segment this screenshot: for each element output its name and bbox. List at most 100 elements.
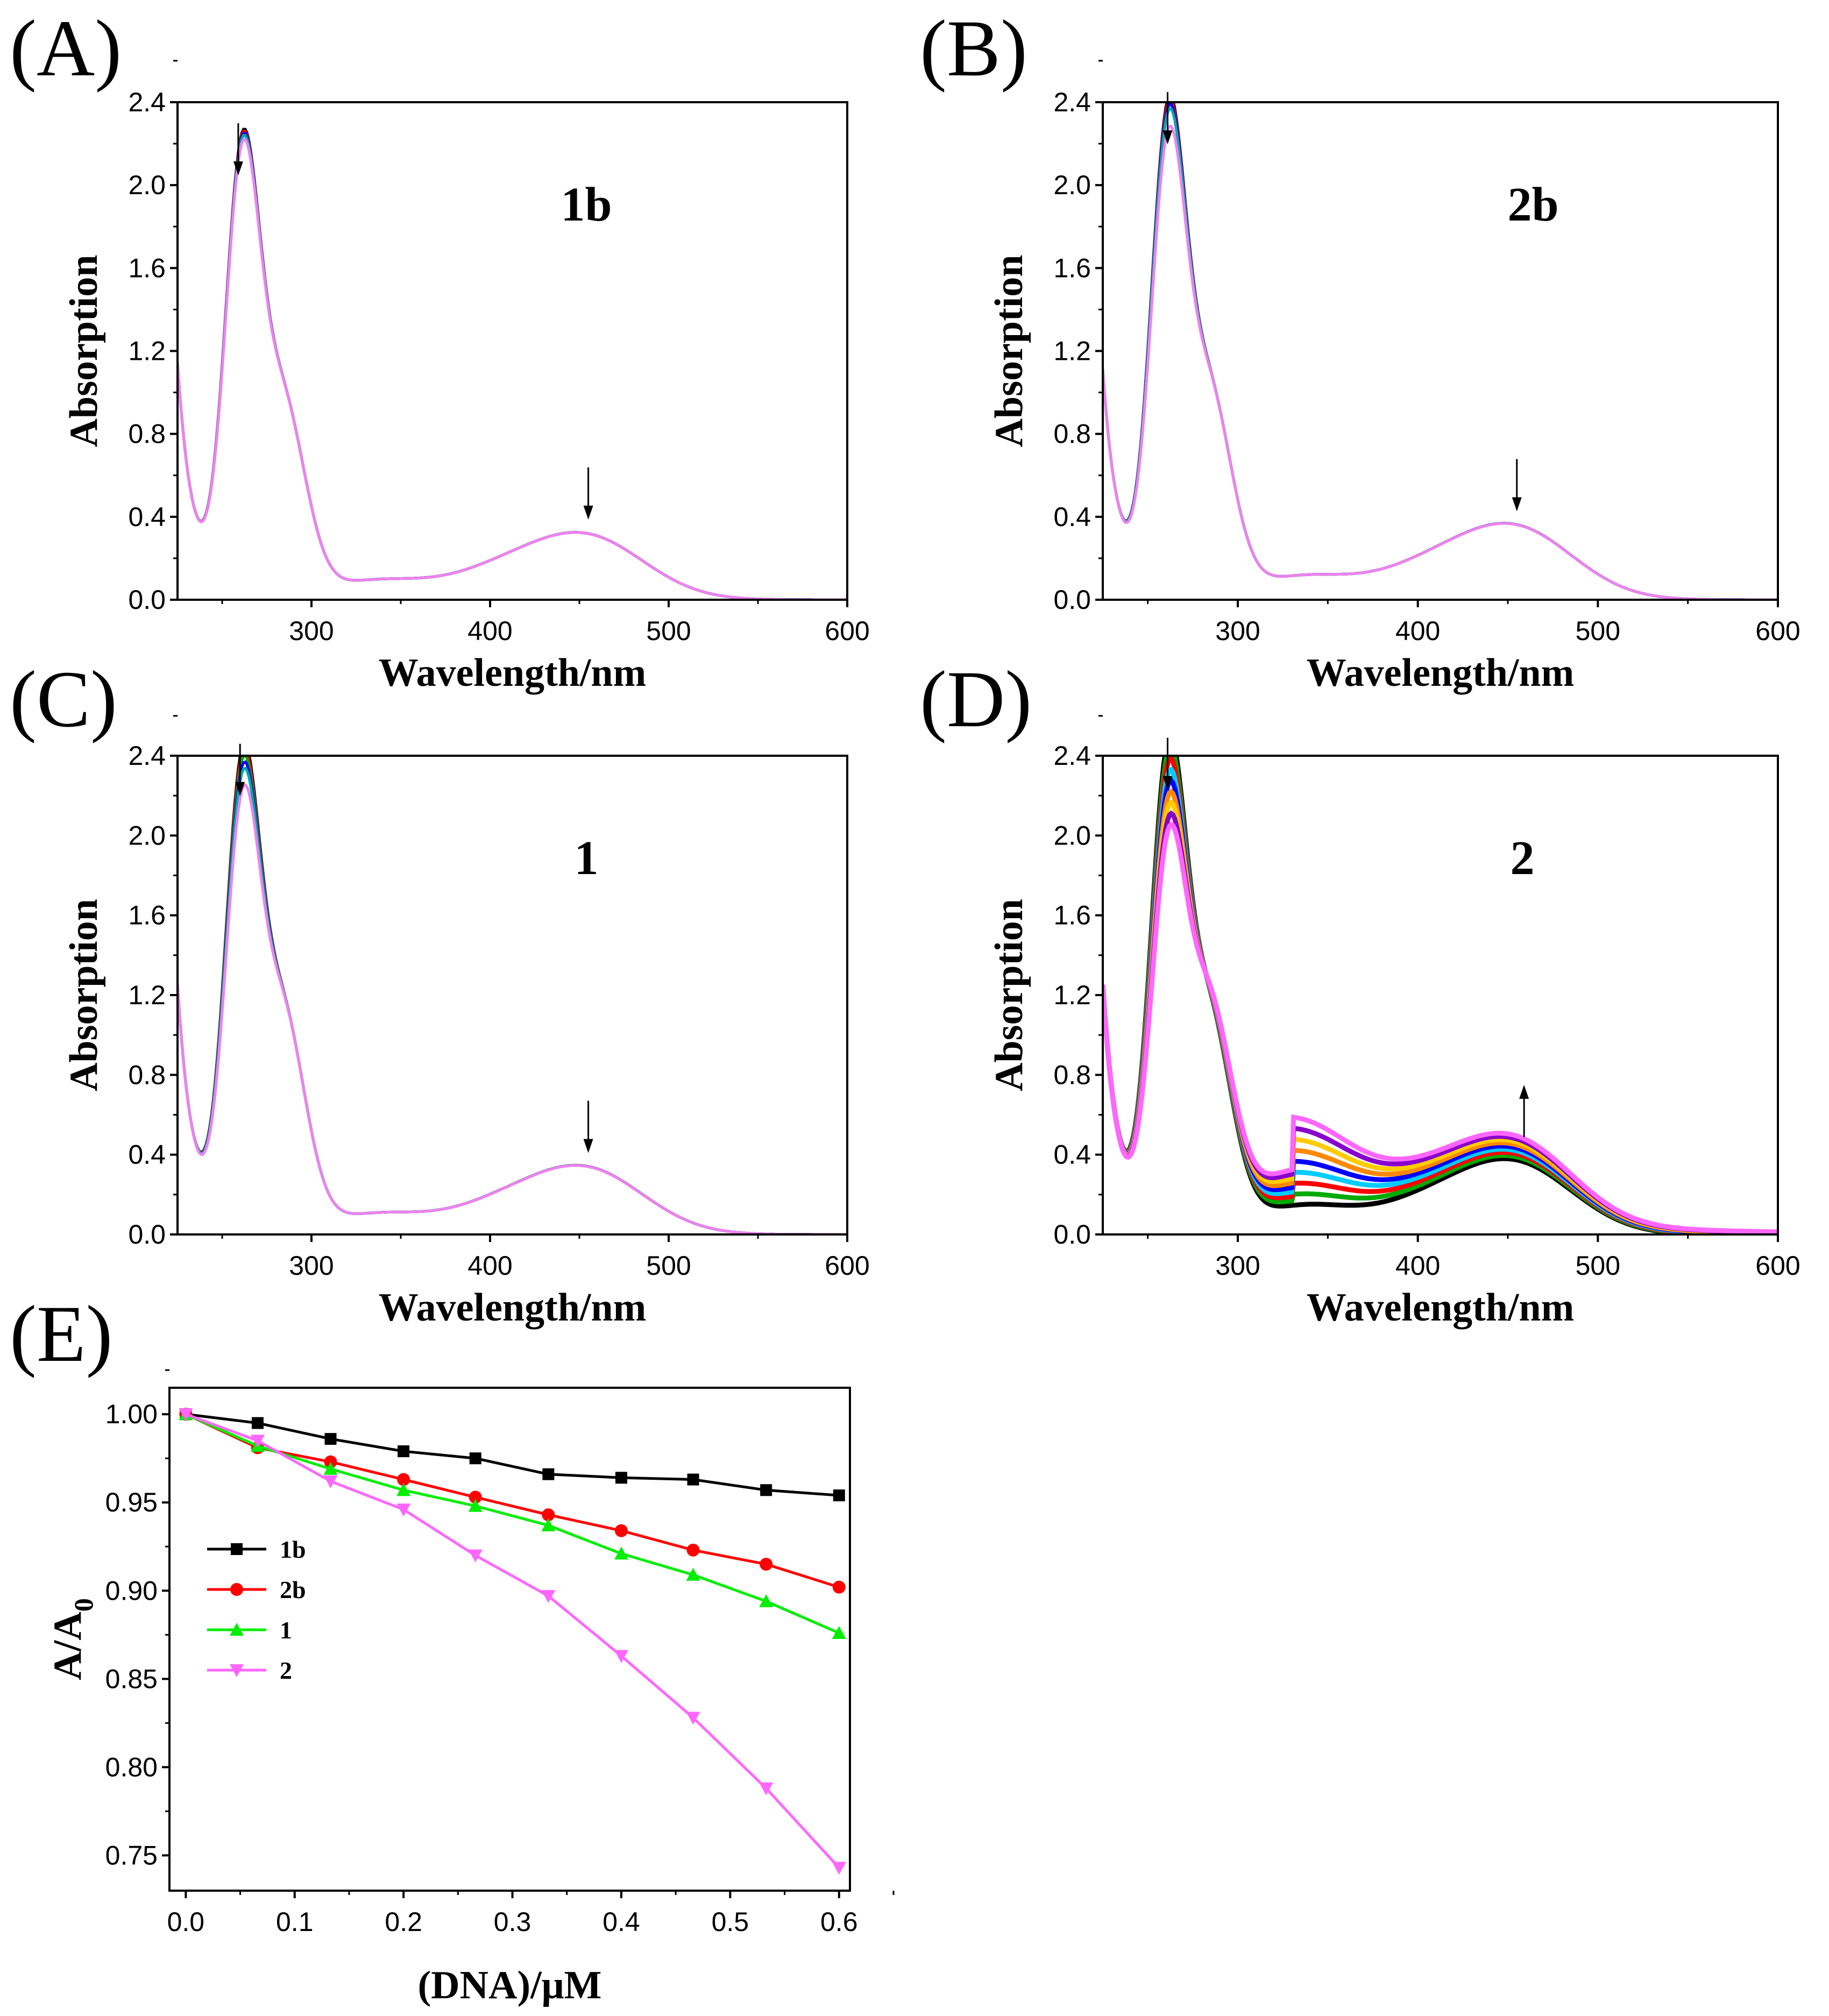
y-tick-label: 1.6 [128, 253, 166, 283]
x-tick-label: 400 [467, 616, 512, 646]
panel-A: (A) 0.0 0.4 0.8 1.2 1.6 2.0 2.4 300 400 500 600 Wave… [10, 4, 870, 695]
data-point [759, 1782, 774, 1795]
y-tick-label: 0.90 [105, 1575, 158, 1606]
legend-marker [231, 1543, 243, 1555]
plot-frame [168, 1387, 851, 1892]
data-point [250, 1435, 265, 1448]
data-point [541, 1590, 556, 1603]
spectrum-line-5 [178, 138, 847, 600]
data-point [833, 1489, 845, 1502]
x-tick-label: 300 [289, 1251, 334, 1281]
plot-frame [176, 755, 848, 1236]
panel-label: (C) [10, 655, 117, 744]
panel-D: (D) 0.0 0.4 0.8 1.2 1.6 2.0 2.4 300 400 500 600 Wave… [920, 655, 1800, 1330]
legend-label: 1b [280, 1536, 306, 1563]
y-tick-label: 1.2 [1053, 336, 1091, 366]
series-line [185, 1412, 840, 1869]
series-1 [179, 1407, 846, 1639]
y-tick-label: 0.75 [105, 1840, 158, 1870]
arrow-head-down [583, 1139, 593, 1153]
spectrum-line-3 [178, 756, 847, 1234]
data-point [686, 1543, 700, 1557]
x-tick-label: 300 [289, 616, 334, 646]
arrow-head-down [1162, 130, 1173, 145]
data-point [542, 1468, 555, 1480]
y-tick-label: 0.4 [1053, 502, 1091, 532]
x-tick-label: 0.6 [820, 1907, 858, 1937]
y-tick-label: 2.0 [1053, 170, 1091, 200]
data-point [396, 1483, 411, 1496]
compound-label: 2 [1511, 832, 1535, 885]
compound-label: 1b [561, 178, 612, 231]
y-tick-label: 1.6 [1053, 900, 1091, 931]
legend: 1b 2b 1 2 [207, 1536, 306, 1684]
panel-E: (E) 0.75 0.80 0.85 0.90 0.95 1.00 0.0 0.1 0.2 0.3 0… [10, 1289, 895, 2007]
data-point [687, 1473, 699, 1486]
legend-marker [230, 1664, 244, 1677]
data-point [832, 1580, 846, 1594]
panel-label: (E) [10, 1289, 113, 1379]
y-tick-label: 1.6 [1053, 253, 1091, 283]
data-point [760, 1484, 772, 1496]
data-point [614, 1650, 628, 1663]
spectrum-line-5 [1103, 777, 1778, 1234]
legend-label: 2b [280, 1576, 306, 1603]
data-point [759, 1594, 774, 1607]
legend-marker [230, 1583, 243, 1596]
compound-label: 2b [1507, 178, 1558, 231]
data-point [396, 1503, 411, 1517]
x-tick-label: 0.3 [494, 1907, 531, 1937]
series-line [185, 1412, 840, 1589]
legend-label: 1 [280, 1616, 292, 1644]
spectrum-line-2 [178, 756, 847, 1234]
panel-label: (D) [920, 655, 1032, 744]
panel-label: (B) [920, 4, 1027, 93]
data-point [686, 1712, 700, 1725]
y-tick-label: 0.8 [128, 419, 166, 449]
x-axis-label: Wavelength/nm [1307, 651, 1574, 695]
panel-B: (B) 0.0 0.4 0.8 1.2 1.6 2.0 2.4 300 400 500 600 Wave… [920, 4, 1800, 695]
x-tick-label: 300 [1215, 1251, 1260, 1281]
data-point [542, 1508, 555, 1522]
x-tick-label: 500 [646, 616, 691, 646]
y-tick-label: 0.8 [1053, 1060, 1091, 1090]
y-tick-label: 0.0 [128, 585, 166, 615]
data-point [832, 1626, 846, 1639]
x-tick-label: 0.5 [712, 1907, 749, 1937]
x-tick-label: 600 [1755, 616, 1800, 646]
y-tick-label: 1.6 [128, 900, 166, 931]
y-tick-label: 2.0 [1053, 820, 1091, 850]
y-tick-label: 0.95 [105, 1487, 158, 1517]
data-point [324, 1455, 337, 1468]
spectrum-line-5 [1103, 124, 1778, 600]
data-point [398, 1445, 410, 1458]
y-tick-label: 0.4 [1053, 1140, 1091, 1170]
data-point [468, 1499, 483, 1512]
data-point [469, 1452, 481, 1465]
data-point [251, 1417, 264, 1429]
data-point [614, 1546, 628, 1560]
legend-marker [230, 1623, 244, 1636]
y-tick-label: 0.4 [128, 1140, 166, 1170]
x-tick-label: 400 [1395, 616, 1440, 646]
spectrum-line-3 [1103, 103, 1778, 600]
data-point [614, 1524, 628, 1537]
y-tick-label: 2.4 [128, 741, 166, 771]
x-tick-label: 500 [646, 1251, 691, 1281]
x-axis-label: Wavelength/nm [379, 651, 646, 695]
spectrum-line-1 [178, 127, 847, 600]
series-1b [180, 1408, 845, 1502]
spectrum-line-3 [178, 132, 847, 600]
y-tick-label: 2.4 [1053, 87, 1091, 117]
spectrum-line-1 [178, 756, 847, 1234]
y-tick-label: 1.2 [128, 980, 166, 1010]
data-point [469, 1490, 482, 1504]
y-tick-label: 0.85 [105, 1664, 158, 1694]
arrow-head-down [233, 161, 243, 176]
data-point [179, 1408, 193, 1422]
y-tick-label: 2.0 [128, 170, 166, 200]
spectrum-line-9 [1103, 821, 1778, 1234]
y-tick-label: 2.0 [128, 820, 166, 850]
y-tick-label: 1.2 [1053, 980, 1091, 1010]
